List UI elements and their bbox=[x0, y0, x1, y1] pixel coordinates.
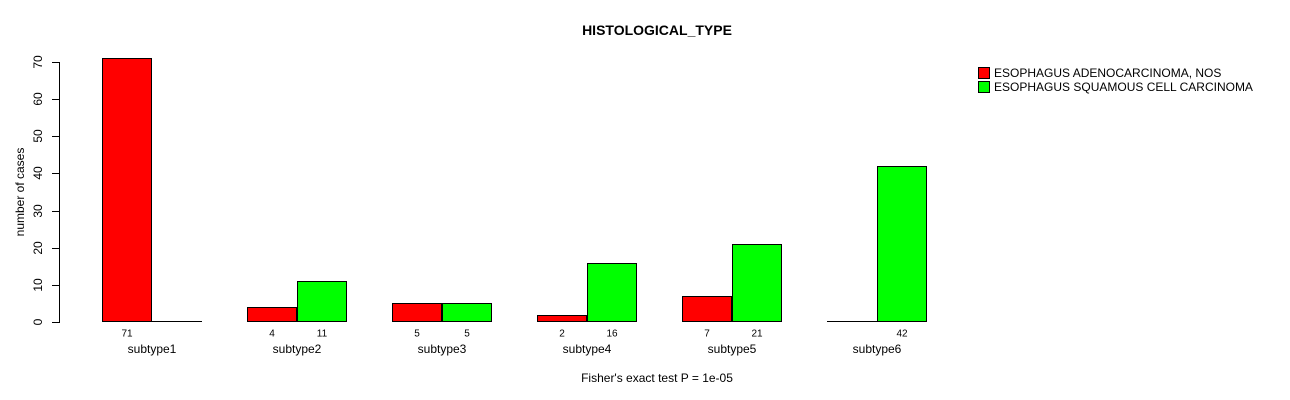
y-tick-label: 10 bbox=[31, 278, 45, 292]
bar-value-label: 7 bbox=[704, 328, 710, 340]
y-tick-label: 70 bbox=[31, 55, 45, 69]
bar-value-label: 4 bbox=[269, 328, 275, 340]
bar-subtype3-series2 bbox=[442, 303, 492, 322]
y-tick-label: 60 bbox=[31, 92, 45, 106]
category-label-subtype4: subtype4 bbox=[562, 342, 612, 356]
bar-value-label: 71 bbox=[121, 328, 133, 340]
bar-subtype4-series2 bbox=[587, 262, 637, 322]
bar-value-label: 5 bbox=[464, 328, 470, 340]
bar-value-label: 5 bbox=[414, 328, 420, 340]
category-label-subtype3: subtype3 bbox=[417, 342, 467, 356]
bar-subtype1-series1 bbox=[102, 58, 152, 322]
y-tick-label: 20 bbox=[31, 241, 45, 255]
y-axis-tick bbox=[52, 136, 59, 138]
annotation-text: Fisher's exact test P = 1e-05 bbox=[581, 371, 733, 385]
category-label-subtype1: subtype1 bbox=[127, 342, 177, 356]
bar-value-label: 16 bbox=[606, 328, 618, 340]
category-label-subtype5: subtype5 bbox=[707, 342, 757, 356]
bar-value-label: 42 bbox=[896, 328, 908, 340]
y-axis-tick bbox=[52, 247, 59, 249]
y-axis-tick bbox=[52, 173, 59, 175]
category-label-subtype2: subtype2 bbox=[272, 342, 322, 356]
y-axis-tick bbox=[52, 62, 59, 63]
bar-subtype3-series1 bbox=[392, 303, 442, 322]
zero-bar-line bbox=[827, 321, 877, 322]
bar-subtype5-series1 bbox=[682, 296, 732, 322]
bar-subtype2-series2 bbox=[297, 281, 347, 322]
y-axis-tick bbox=[52, 99, 59, 101]
bar-value-label: 21 bbox=[751, 328, 763, 340]
bar-value-label: 11 bbox=[316, 328, 328, 340]
y-tick-label: 50 bbox=[31, 129, 45, 143]
y-tick-label: 30 bbox=[31, 203, 45, 218]
chart-title: HISTOLOGICAL_TYPE bbox=[582, 22, 732, 38]
category-label-subtype6: subtype6 bbox=[852, 342, 902, 356]
bar-value-label: 2 bbox=[559, 328, 565, 340]
y-tick-label: 0 bbox=[31, 318, 45, 326]
y-tick-label: 40 bbox=[31, 166, 45, 181]
bar-subtype5-series2 bbox=[732, 244, 782, 322]
bar-subtype4-series1 bbox=[537, 314, 587, 322]
zero-bar-line bbox=[152, 321, 202, 322]
bar-subtype2-series1 bbox=[247, 307, 297, 322]
y-axis-tick bbox=[52, 210, 59, 212]
y-axis-tick bbox=[52, 322, 59, 323]
bar-subtype6-series2 bbox=[877, 166, 927, 322]
y-axis-line bbox=[59, 62, 60, 323]
y-axis-tick bbox=[52, 284, 59, 286]
